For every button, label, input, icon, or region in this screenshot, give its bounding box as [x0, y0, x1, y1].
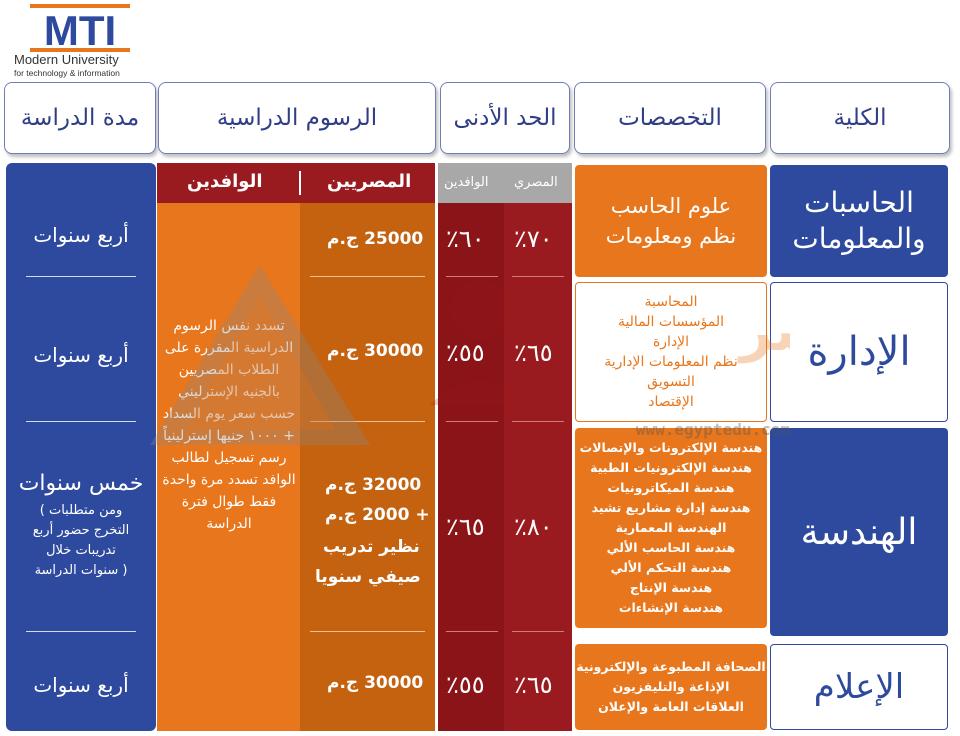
spec-item: الإذاعة والتليفزيون: [612, 679, 730, 694]
logo-mark-text: MTI: [44, 7, 116, 52]
fees-head-divider: [299, 171, 301, 195]
min-divider: [512, 421, 564, 422]
spec-item: هندسة الإنشاءات: [618, 600, 724, 615]
spec-item: الهندسة المعمارية: [615, 520, 727, 535]
fee-row-3-line: صيفي سنويا: [315, 567, 421, 587]
spec-item: هندسة الإنتاج: [629, 580, 713, 595]
min-foreign-column: [438, 203, 504, 731]
spec-item: العلاقات العامة والإعلان: [598, 699, 744, 714]
faculty-name-line: الإعلام: [813, 667, 905, 707]
spec-item: نظم المعلومات الإدارية: [604, 354, 738, 370]
spec-item: المؤسسات المالية: [617, 314, 725, 330]
min-egy-row-3: ٨٠٪: [514, 513, 553, 541]
spec-item: التسويق: [647, 374, 695, 390]
spec-item: الإقتصاد: [648, 394, 694, 410]
min-divider: [446, 421, 498, 422]
faculty-engineering: الهندسة: [770, 428, 948, 636]
min-for-row-1: ٦٠٪: [446, 225, 485, 253]
specs-media: الصحافة المطبوعة والإلكترونية الإذاعة وا…: [575, 644, 767, 730]
duration-row-3-main: خمس سنوات: [18, 471, 144, 496]
min-for-row-2: ٥٥٪: [446, 339, 485, 367]
faculty-management: الإدارة: [770, 282, 948, 422]
fees-egyptian-column: [300, 203, 435, 731]
duration-row-3-note: التخرج حضور أربع: [32, 523, 130, 538]
min-egyptian-label: المصري: [514, 175, 558, 190]
header-specializations: التخصصات: [574, 82, 766, 154]
header-fees: الرسوم الدراسية: [158, 82, 436, 154]
min-grade-column: المصري الوافدين ٧٠٪ ٦٠٪ ٦٥٪ ٥٥٪ ٨٠٪ ٦٥٪ …: [438, 163, 572, 731]
fees-foreign-label: الوافدين: [187, 171, 263, 192]
university-logo: MTI Modern University for technology & i…: [8, 2, 158, 80]
min-egy-row-4: ٦٥٪: [514, 671, 553, 699]
fees-egyptian-label: المصريين: [327, 171, 412, 192]
faculty-name-line: والمعلومات: [792, 222, 926, 255]
header-min-grade: الحد الأدنى: [440, 82, 570, 154]
logo-subtitle: for technology & information: [14, 68, 120, 78]
duration-column: أربع سنوات أربع سنوات خمس سنوات ومن متطل…: [6, 163, 156, 731]
duration-divider: [26, 631, 136, 632]
duration-row-3-note: ومن متطلبات ): [39, 503, 123, 518]
fee-divider: [310, 421, 425, 422]
duration-row-3-note: ( سنوات الدراسة: [34, 563, 128, 578]
fee-row-3-line: + 2000 ج.م: [325, 505, 430, 525]
fee-divider: [310, 276, 425, 277]
spec-item: هندسة الحاسب الألي: [606, 540, 736, 555]
faculty-media: الإعلام: [770, 644, 948, 730]
min-divider: [512, 631, 564, 632]
min-subheader: [438, 163, 572, 203]
mti-logo-icon: MTI: [30, 4, 130, 52]
min-for-row-3: ٦٥٪: [446, 513, 485, 541]
duration-row-4: أربع سنوات: [33, 673, 129, 697]
faculty-name-line: الإدارة: [807, 329, 911, 375]
spec-item: المحاسبة: [644, 294, 698, 310]
spec-item: هندسة الميكاترونيات: [607, 480, 735, 495]
header-faculty: الكلية: [770, 82, 950, 154]
fee-row-1: 25000 ج.م: [327, 229, 424, 249]
specs-engineering: هندسة الإلكترونات والإتصالات هندسة الإلك…: [575, 428, 767, 628]
header-duration: مدة الدراسة: [4, 82, 156, 154]
fee-row-3-line: 32000 ج.م: [325, 475, 422, 495]
duration-divider: [26, 276, 136, 277]
spec-item: هندسة الإلكترونات والإتصالات: [579, 440, 763, 455]
min-divider: [512, 276, 564, 277]
spec-item: هندسة التحكم الألي: [610, 560, 732, 575]
fees-subheader: [157, 163, 435, 203]
spec-item: هندسة إدارة مشاريع تشيد: [591, 500, 751, 515]
duration-row-1: أربع سنوات: [33, 223, 129, 247]
fee-row-3-line: نظير تدريب: [323, 537, 420, 557]
min-for-row-4: ٥٥٪: [446, 671, 485, 699]
duration-row-3-note: تدريبات خلال: [46, 543, 116, 558]
min-egy-row-2: ٦٥٪: [514, 339, 553, 367]
fee-divider: [310, 631, 425, 632]
spec-item: هندسة الإلكترونيات الطبية: [590, 460, 752, 475]
min-foreign-label: الوافدين: [444, 175, 489, 190]
foreign-fees-note: تسدد نفس الرسوم الدراسية المقررة على الط…: [162, 318, 296, 532]
fees-column: المصريين الوافدين 25000 ج.م 30000 ج.م 32…: [157, 163, 435, 731]
spec-item: الصحافة المطبوعة والإلكترونية: [576, 659, 766, 674]
min-divider: [446, 631, 498, 632]
min-divider: [446, 276, 498, 277]
duration-divider: [26, 421, 136, 422]
faculty-computers: الحاسبات والمعلومات: [770, 165, 948, 277]
spec-item: الإدارة: [652, 334, 690, 350]
faculty-name-line: الهندسة: [800, 511, 918, 553]
min-egy-row-1: ٧٠٪: [514, 225, 553, 253]
spec-item: علوم الحاسب: [610, 194, 732, 218]
fee-row-4: 30000 ج.م: [327, 673, 424, 693]
specs-management: المحاسبة المؤسسات المالية الإدارة نظم ال…: [575, 282, 767, 422]
duration-row-2: أربع سنوات: [33, 343, 129, 367]
fee-row-2: 30000 ج.م: [327, 341, 424, 361]
faculty-name-line: الحاسبات: [804, 186, 914, 219]
spec-item: نظم ومعلومات: [605, 224, 737, 248]
logo-name: Modern University: [14, 52, 119, 67]
specs-computers: علوم الحاسب نظم ومعلومات: [575, 165, 767, 277]
